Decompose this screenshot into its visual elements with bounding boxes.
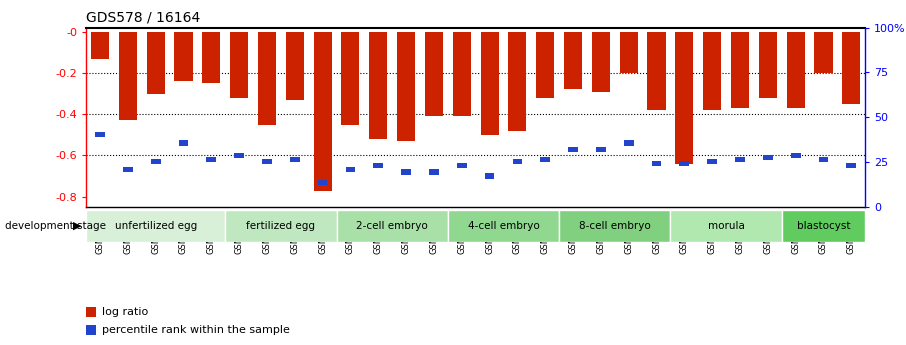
Bar <box>457 163 467 168</box>
Bar <box>336 210 448 241</box>
Text: 8-cell embryo: 8-cell embryo <box>579 221 651 231</box>
Bar <box>147 32 165 93</box>
Bar <box>648 32 666 110</box>
Bar <box>708 159 717 164</box>
Text: unfertilized egg: unfertilized egg <box>114 221 197 231</box>
Bar <box>178 140 188 146</box>
Bar <box>285 32 304 100</box>
Text: blastocyst: blastocyst <box>796 221 850 231</box>
Bar <box>235 153 244 158</box>
Bar <box>814 32 833 73</box>
Bar <box>119 32 137 120</box>
Bar <box>670 210 782 241</box>
Bar <box>735 157 745 162</box>
Bar <box>175 32 192 81</box>
Text: 4-cell embryo: 4-cell embryo <box>467 221 539 231</box>
Bar <box>680 161 689 166</box>
Bar <box>425 32 443 116</box>
Text: fertilized egg: fertilized egg <box>246 221 315 231</box>
Bar <box>651 161 661 166</box>
Bar <box>513 159 522 164</box>
Bar <box>759 32 776 98</box>
Bar <box>763 155 773 160</box>
Bar <box>86 307 96 317</box>
Bar <box>373 163 383 168</box>
Bar <box>448 210 559 241</box>
Bar <box>624 140 633 146</box>
Text: 2-cell embryo: 2-cell embryo <box>356 221 428 231</box>
Bar <box>675 32 693 164</box>
Bar <box>342 32 360 125</box>
Bar <box>703 32 721 110</box>
Bar <box>480 32 498 135</box>
Bar <box>731 32 749 108</box>
Bar <box>370 32 387 139</box>
Bar <box>123 167 132 172</box>
Bar <box>207 157 217 162</box>
Text: morula: morula <box>708 221 745 231</box>
Bar <box>313 32 332 190</box>
Bar <box>819 157 828 162</box>
Bar <box>262 159 272 164</box>
Bar <box>791 153 801 158</box>
Bar <box>150 159 160 164</box>
Bar <box>592 32 610 91</box>
Bar <box>86 325 96 335</box>
Text: percentile rank within the sample: percentile rank within the sample <box>101 325 289 335</box>
Bar <box>620 32 638 73</box>
Bar <box>786 32 805 108</box>
Text: development stage: development stage <box>5 221 105 231</box>
Bar <box>345 167 355 172</box>
Bar <box>401 169 411 175</box>
Bar <box>91 32 109 59</box>
Bar <box>485 174 495 179</box>
Bar <box>290 157 300 162</box>
Text: GDS578 / 16164: GDS578 / 16164 <box>86 10 200 24</box>
Bar <box>202 32 220 83</box>
Bar <box>318 180 327 185</box>
Text: log ratio: log ratio <box>101 307 148 317</box>
Bar <box>564 32 582 89</box>
Bar <box>453 32 471 116</box>
Bar <box>226 210 336 241</box>
Bar <box>258 32 276 125</box>
Bar <box>230 32 248 98</box>
Bar <box>536 32 554 98</box>
Bar <box>86 210 226 241</box>
Text: ▶: ▶ <box>73 221 82 231</box>
Bar <box>508 32 526 131</box>
Bar <box>95 132 105 137</box>
Bar <box>397 32 415 141</box>
Bar <box>782 210 865 241</box>
Bar <box>843 32 861 104</box>
Bar <box>596 147 606 152</box>
Bar <box>846 163 856 168</box>
Bar <box>429 169 439 175</box>
Bar <box>559 210 670 241</box>
Bar <box>568 147 578 152</box>
Bar <box>540 157 550 162</box>
